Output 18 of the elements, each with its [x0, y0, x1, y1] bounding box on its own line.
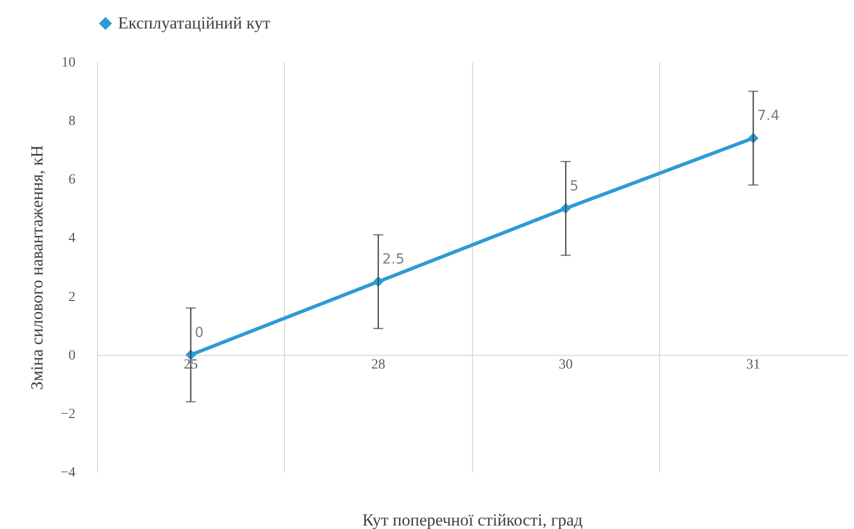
y-tick-label: 6 [68, 172, 76, 188]
data-label: 2.5 [382, 252, 405, 268]
data-label: 0 [194, 324, 204, 341]
y-tick-label: 2 [68, 290, 76, 305]
y-tick-label: 4 [68, 231, 76, 246]
x-axis-title: Кут поперечної стійкості, град [362, 510, 583, 529]
y-tick-label: 0 [68, 348, 76, 364]
y-tick-label: −4 [60, 466, 76, 480]
y-axis-title: Зміна силового навантаження, кН [28, 145, 47, 390]
x-tick-label: 28 [371, 357, 386, 372]
data-label: 5 [570, 178, 579, 194]
data-label: 7.4 [757, 108, 780, 124]
legend-label: Експлуатаційний кут [118, 14, 271, 32]
y-tick-label: 8 [68, 114, 76, 130]
y-tick-label: 10 [62, 56, 76, 70]
y-tick-label: −2 [60, 406, 76, 422]
x-tick-label: 30 [558, 357, 573, 372]
x-tick-label: 31 [746, 357, 760, 372]
